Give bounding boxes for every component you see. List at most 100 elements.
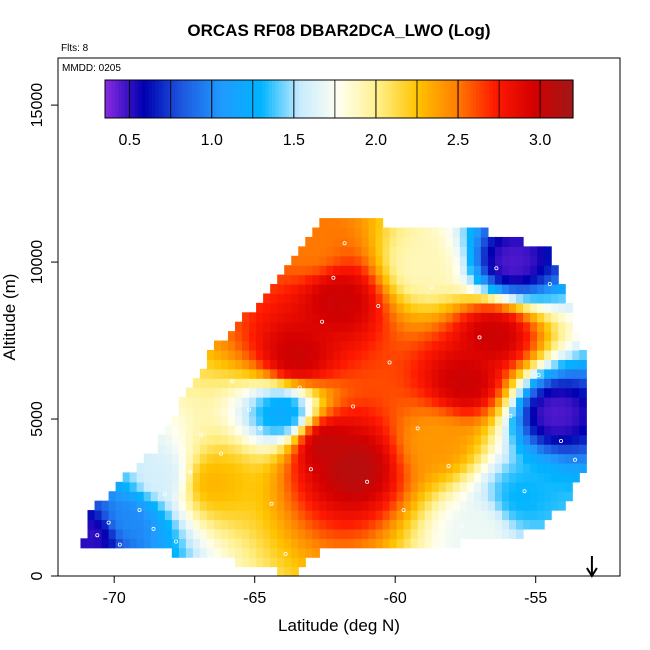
heatmap-cell <box>424 293 433 304</box>
heatmap-cell <box>270 491 278 502</box>
heatmap-cell <box>340 331 349 342</box>
sample-point <box>188 470 193 475</box>
heatmap-cell <box>544 284 552 295</box>
heatmap-cell <box>312 349 320 360</box>
heatmap-cell <box>523 340 531 351</box>
heatmap-cell <box>178 510 187 521</box>
colorbar-segment <box>472 80 477 118</box>
heatmap-cell <box>220 500 229 511</box>
heatmap-cell <box>150 538 159 549</box>
heatmap-cell <box>129 538 138 549</box>
heatmap-cell <box>424 406 433 417</box>
colorbar-segment <box>151 80 156 118</box>
heatmap-cell <box>326 359 334 370</box>
heatmap-cell <box>480 472 489 483</box>
heatmap-cell <box>347 331 356 342</box>
heatmap-cell <box>192 425 201 436</box>
heatmap-cell <box>431 302 440 313</box>
heatmap-cell <box>312 528 320 539</box>
heatmap-cell <box>410 444 419 455</box>
heatmap-cell <box>326 284 334 295</box>
heatmap-cell <box>291 434 299 445</box>
heatmap-cell <box>361 255 370 266</box>
heatmap-cell <box>396 444 405 455</box>
heatmap-cell <box>516 434 524 445</box>
heatmap-cell <box>361 274 370 285</box>
colorbar-segment <box>482 80 487 118</box>
heatmap-cell <box>389 491 398 502</box>
heatmap-cell <box>206 481 215 492</box>
heatmap-cell <box>256 349 264 360</box>
heatmap-cell <box>565 425 573 436</box>
heatmap-cell <box>501 434 510 445</box>
heatmap-cell <box>263 397 271 408</box>
heatmap-cell <box>466 227 475 238</box>
heatmap-cell <box>396 481 405 492</box>
colorbar-segment <box>155 80 160 118</box>
heatmap-cell <box>445 274 454 285</box>
heatmap-cell <box>523 321 531 332</box>
heatmap-cell <box>417 387 426 398</box>
heatmap-cell <box>368 444 377 455</box>
heatmap-cell <box>333 462 341 473</box>
heatmap-cell <box>312 547 320 558</box>
heatmap-cell <box>319 528 327 539</box>
heatmap-cell <box>277 566 285 577</box>
heatmap-cell <box>305 284 313 295</box>
heatmap-cell <box>459 340 468 351</box>
heatmap-cell <box>340 538 349 549</box>
heatmap-cell <box>389 510 398 521</box>
colorbar-segment <box>268 80 273 118</box>
heatmap-cell <box>291 491 299 502</box>
heatmap-cell <box>459 406 468 417</box>
heatmap-cell <box>354 368 363 379</box>
heatmap-cell <box>459 227 468 238</box>
heatmap-cell <box>431 519 440 530</box>
heatmap-cell <box>235 340 243 351</box>
heatmap-cell <box>558 397 566 408</box>
heatmap-cell <box>487 236 496 247</box>
heatmap-cell <box>347 312 356 323</box>
heatmap-cell <box>263 331 271 342</box>
heatmap-cell <box>192 500 201 511</box>
heatmap-cell <box>516 274 524 285</box>
heatmap-cell <box>417 434 426 445</box>
heatmap-cell <box>459 349 468 360</box>
heatmap-cell <box>312 453 320 464</box>
heatmap-cell <box>326 246 334 257</box>
heatmap-cell <box>417 331 426 342</box>
colorbar-segment <box>512 80 517 118</box>
heatmap-cell <box>480 519 489 530</box>
heatmap-cell <box>452 519 461 530</box>
heatmap-cell <box>333 415 341 426</box>
heatmap-cell <box>213 444 222 455</box>
colorbar-segment <box>245 80 250 118</box>
heatmap-cell <box>537 481 545 492</box>
heatmap-cell <box>312 246 320 257</box>
heatmap-cell <box>473 321 482 332</box>
heatmap-cell <box>530 284 538 295</box>
heatmap-cell <box>270 406 278 417</box>
heatmap-cell <box>410 359 419 370</box>
heatmap-cell <box>417 246 426 257</box>
heatmap-cell <box>438 425 447 436</box>
heatmap-cell <box>487 500 496 511</box>
heatmap-cell <box>382 274 391 285</box>
heatmap-cell <box>312 293 320 304</box>
heatmap-cell <box>382 368 391 379</box>
heatmap-cell <box>228 472 236 483</box>
heatmap-cell <box>523 312 531 323</box>
heatmap-cell <box>361 321 370 332</box>
colorbar-segment <box>405 80 410 118</box>
heatmap-cell <box>263 425 271 436</box>
heatmap-cell <box>487 321 496 332</box>
heatmap-cell <box>509 397 517 408</box>
heatmap-cell <box>347 265 356 276</box>
heatmap-cell <box>551 481 559 492</box>
heatmap-cell <box>417 227 426 238</box>
heatmap-cell <box>417 453 426 464</box>
heatmap-cell <box>480 425 489 436</box>
heatmap-cell <box>277 510 285 521</box>
heatmap-cell <box>326 519 334 530</box>
heatmap-cell <box>185 406 194 417</box>
